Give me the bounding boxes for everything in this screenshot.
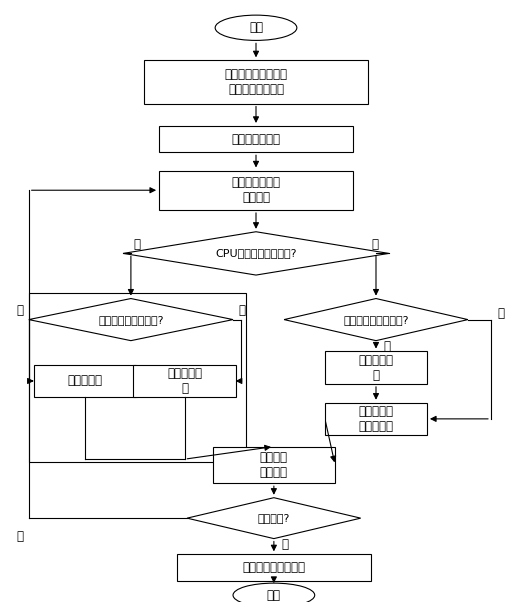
Text: 开始: 开始 xyxy=(249,21,263,34)
Bar xyxy=(159,171,353,210)
Text: 结束: 结束 xyxy=(267,589,281,602)
Text: 否: 否 xyxy=(238,304,245,317)
Text: 是: 是 xyxy=(282,538,289,551)
Text: 分片数小于预定阈值?: 分片数小于预定阈值? xyxy=(343,315,409,324)
Text: 是: 是 xyxy=(497,307,504,320)
Polygon shape xyxy=(29,298,233,341)
Text: 否: 否 xyxy=(17,530,24,543)
Polygon shape xyxy=(123,232,389,275)
Polygon shape xyxy=(284,298,468,341)
Text: 否: 否 xyxy=(383,340,391,353)
Bar xyxy=(159,126,353,152)
Text: 否: 否 xyxy=(134,238,140,251)
Bar xyxy=(29,292,246,462)
Bar xyxy=(325,352,427,384)
Text: CPU负载小于预定阈值?: CPU负载小于预定阈值? xyxy=(215,248,297,259)
Text: 分片数小于预定阈值?: 分片数小于预定阈值? xyxy=(98,315,164,324)
Text: 结束超时分
片: 结束超时分 片 xyxy=(167,367,202,395)
Text: 忽略该信号: 忽略该信号 xyxy=(68,374,102,387)
Polygon shape xyxy=(187,498,360,539)
Text: 结束超时分
片: 结束超时分 片 xyxy=(358,354,394,382)
Bar xyxy=(34,365,136,397)
Bar xyxy=(212,447,335,483)
Text: 是: 是 xyxy=(17,304,24,317)
Ellipse shape xyxy=(233,583,315,604)
Bar xyxy=(134,365,236,397)
Text: 调度分派
分片执行: 调度分派 分片执行 xyxy=(260,451,288,479)
Text: 监控器插获程序开始
事件，初始化系统: 监控器插获程序开始 事件，初始化系统 xyxy=(224,68,288,96)
Text: 清除和释放系统资源: 清除和释放系统资源 xyxy=(242,561,305,574)
Text: 生成一个分
片，并插桩: 生成一个分 片，并插桩 xyxy=(358,405,394,433)
Text: 是: 是 xyxy=(372,238,378,251)
Text: 被分析线程接收
采样信号: 被分析线程接收 采样信号 xyxy=(231,176,281,204)
Text: 初始化采样策略: 初始化采样策略 xyxy=(231,133,281,146)
Bar xyxy=(177,554,371,580)
Bar xyxy=(144,60,368,103)
Bar xyxy=(325,403,427,435)
Text: 程序退出?: 程序退出? xyxy=(258,513,290,523)
Ellipse shape xyxy=(215,15,297,40)
